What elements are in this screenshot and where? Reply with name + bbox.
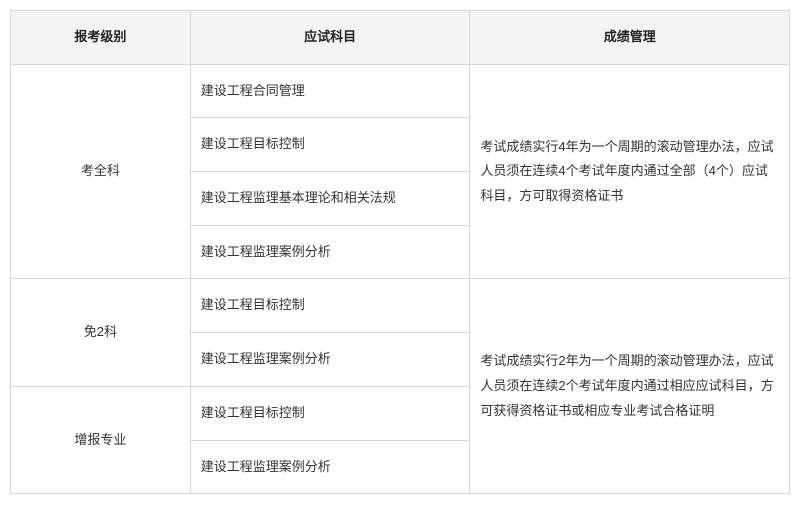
table-row: 考全科 建设工程合同管理 考试成绩实行4年为一个周期的滚动管理办法，应试人员须在…: [11, 64, 790, 118]
header-level: 报考级别: [11, 11, 191, 65]
exam-table: 报考级别 应试科目 成绩管理 考全科 建设工程合同管理 考试成绩实行4年为一个周…: [10, 10, 790, 494]
management-four-year: 考试成绩实行4年为一个周期的滚动管理办法，应试人员须在连续4个考试年度内通过全部…: [470, 64, 790, 279]
level-add-major: 增报专业: [11, 386, 191, 493]
header-row: 报考级别 应试科目 成绩管理: [11, 11, 790, 65]
subject-cell: 建设工程监理基本理论和相关法规: [190, 172, 470, 226]
table-row: 免2科 建设工程目标控制 考试成绩实行2年为一个周期的滚动管理办法，应试人员须在…: [11, 279, 790, 333]
subject-cell: 建设工程目标控制: [190, 386, 470, 440]
subject-cell: 建设工程监理案例分析: [190, 225, 470, 279]
subject-cell: 建设工程目标控制: [190, 118, 470, 172]
subject-cell: 建设工程监理案例分析: [190, 440, 470, 494]
level-exempt2: 免2科: [11, 279, 191, 386]
subject-cell: 建设工程监理案例分析: [190, 333, 470, 387]
subject-cell: 建设工程目标控制: [190, 279, 470, 333]
subject-cell: 建设工程合同管理: [190, 64, 470, 118]
header-subjects: 应试科目: [190, 11, 470, 65]
header-management: 成绩管理: [470, 11, 790, 65]
management-two-year: 考试成绩实行2年为一个周期的滚动管理办法，应试人员须在连续2个考试年度内通过相应…: [470, 279, 790, 494]
level-full: 考全科: [11, 64, 191, 279]
